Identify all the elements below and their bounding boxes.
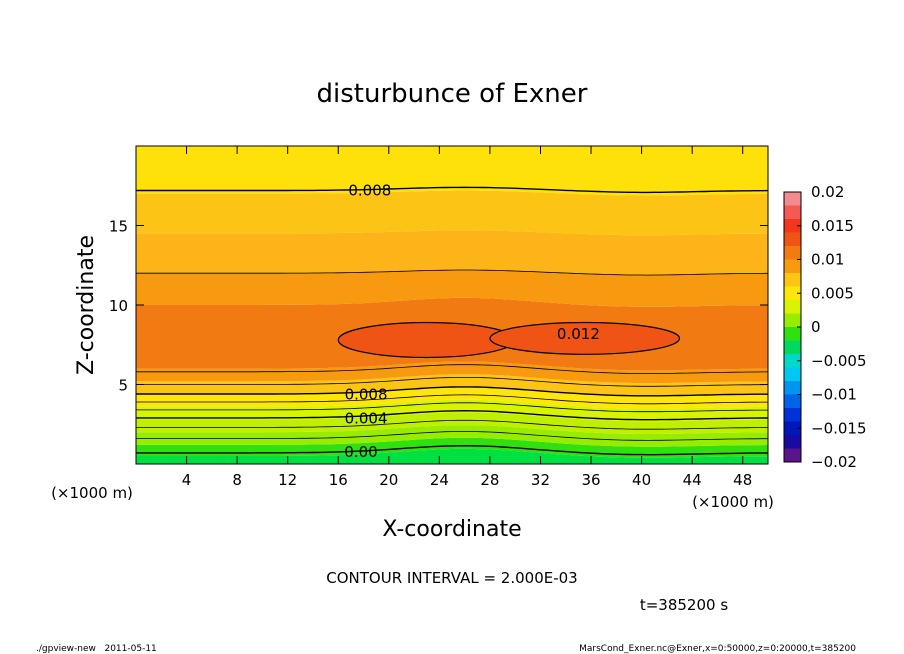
field-band-12 — [136, 146, 768, 196]
field-band-2 — [136, 425, 768, 447]
contour-label-2: 0.008 — [345, 386, 388, 404]
field-band-7 — [136, 361, 768, 384]
colorbar-swatch-0 — [784, 192, 801, 206]
colorbar-tick-label-3: 0.005 — [811, 284, 854, 302]
colorbar-swatch-8 — [784, 300, 801, 314]
colorbar-tick-label-5: −0.005 — [811, 352, 867, 370]
colorbar-tick-label-1: 0.015 — [811, 217, 854, 235]
contour-line-6 — [136, 386, 768, 397]
contour-line-3 — [136, 409, 768, 421]
x-tick-label-8: 36 — [581, 471, 600, 489]
contour-line-0 — [136, 444, 768, 456]
contour-label-3: 0.004 — [345, 409, 388, 427]
contour-line-9 — [136, 269, 768, 276]
colorbar-swatch-10 — [784, 327, 801, 341]
x-tick-label-7: 32 — [531, 471, 550, 489]
y-axis: 5 10 15 — [109, 218, 768, 395]
contour-line-7 — [136, 377, 768, 387]
high-region-1 — [489, 321, 681, 355]
time-text: t=385200 s — [640, 596, 728, 614]
contour-line-4 — [136, 402, 768, 413]
colorbar-tick-label-2: 0.01 — [811, 251, 844, 269]
colorbar-swatch-5 — [784, 259, 801, 274]
x-tick-label-2: 12 — [278, 471, 297, 489]
colorbar-swatch-2 — [784, 219, 801, 233]
colorbar-swatch-7 — [784, 286, 801, 301]
chart-title: disturbunce of Exner — [317, 79, 588, 109]
colorbar-tick-label-0: 0.02 — [811, 183, 844, 201]
contour-lines — [136, 186, 768, 456]
colorbar-swatch-14 — [784, 381, 801, 395]
contour-interval-text: CONTOUR INTERVAL = 2.000E-03 — [326, 569, 577, 587]
footer-right: MarsCond_Exner.nc@Exner,x=0:50000,z=0:20… — [579, 644, 856, 654]
x-tick-label-0: 4 — [182, 471, 192, 489]
contour-line-2 — [136, 419, 768, 430]
colorbar-swatch-18 — [784, 435, 801, 449]
plot-area: 0.008 0.012 0.008 0.004 0.00 — [135, 145, 769, 465]
colorbar-swatch-6 — [784, 273, 801, 287]
field-band-11 — [136, 190, 768, 236]
x-unit-label-right: (×1000 m) — [692, 493, 774, 511]
x-axis-label: X-coordinate — [382, 517, 521, 542]
contour-labels: 0.008 0.012 0.008 0.004 0.00 — [344, 182, 600, 462]
x-axis: 4 8 12 16 20 24 28 32 36 40 44 48 — [182, 146, 752, 489]
colorbar-swatch-16 — [784, 408, 801, 422]
high-region-0 — [337, 321, 516, 359]
x-unit-label-left: (×1000 m) — [51, 484, 133, 502]
colorbar-swatch-15 — [784, 394, 801, 409]
contour-line-1 — [136, 431, 768, 441]
x-tick-label-10: 44 — [683, 471, 702, 489]
colorbar-swatch-9 — [784, 313, 801, 328]
contour-line-10 — [136, 186, 768, 194]
y-tick-label-1: 10 — [109, 297, 128, 315]
x-tick-label-6: 28 — [480, 471, 499, 489]
filled-contours — [136, 146, 768, 464]
field-band-10 — [136, 230, 768, 276]
contour-label-4: 0.00 — [344, 443, 377, 461]
colorbar-swatch-19 — [784, 448, 801, 463]
colorbar-tick-label-4: 0 — [811, 318, 821, 336]
x-tick-label-3: 16 — [329, 471, 348, 489]
colorbar-swatch-1 — [784, 205, 801, 220]
colorbar-swatch-12 — [784, 354, 801, 368]
contour-line-8 — [136, 364, 768, 374]
colorbar-tick-label-8: −0.02 — [811, 453, 857, 471]
contour-line-5 — [136, 394, 768, 405]
y-axis-label: Z-coordinate — [74, 235, 99, 375]
colorbar: 0.02 0.015 0.01 0.005 0 −0.005 −0.01 −0.015 −0.0… — [783, 183, 867, 471]
colorbar-swatch-17 — [784, 421, 801, 436]
y-tick-label-0: 5 — [118, 377, 128, 395]
colorbar-tick-label-7: −0.015 — [811, 419, 867, 437]
footer-left: ./gpview-new 2011-05-11 — [36, 644, 157, 654]
colorbar-tick-label-6: −0.01 — [811, 386, 857, 404]
x-tick-label-9: 40 — [632, 471, 651, 489]
field-band-6 — [136, 374, 768, 396]
colorbar-swatch-13 — [784, 367, 801, 382]
contour-label-1: 0.012 — [557, 325, 600, 343]
field-band-9 — [136, 270, 768, 307]
colorbar-swatch-4 — [784, 246, 801, 260]
contour-label-0: 0.008 — [348, 182, 391, 200]
field-band-0 — [136, 448, 768, 464]
colorbar-swatch-3 — [784, 232, 801, 247]
y-tick-label-2: 15 — [109, 218, 128, 236]
x-tick-label-4: 20 — [379, 471, 398, 489]
x-tick-label-11: 48 — [733, 471, 752, 489]
colorbar-swatch-11 — [784, 340, 801, 355]
x-tick-label-5: 24 — [430, 471, 449, 489]
x-tick-label-1: 8 — [232, 471, 242, 489]
